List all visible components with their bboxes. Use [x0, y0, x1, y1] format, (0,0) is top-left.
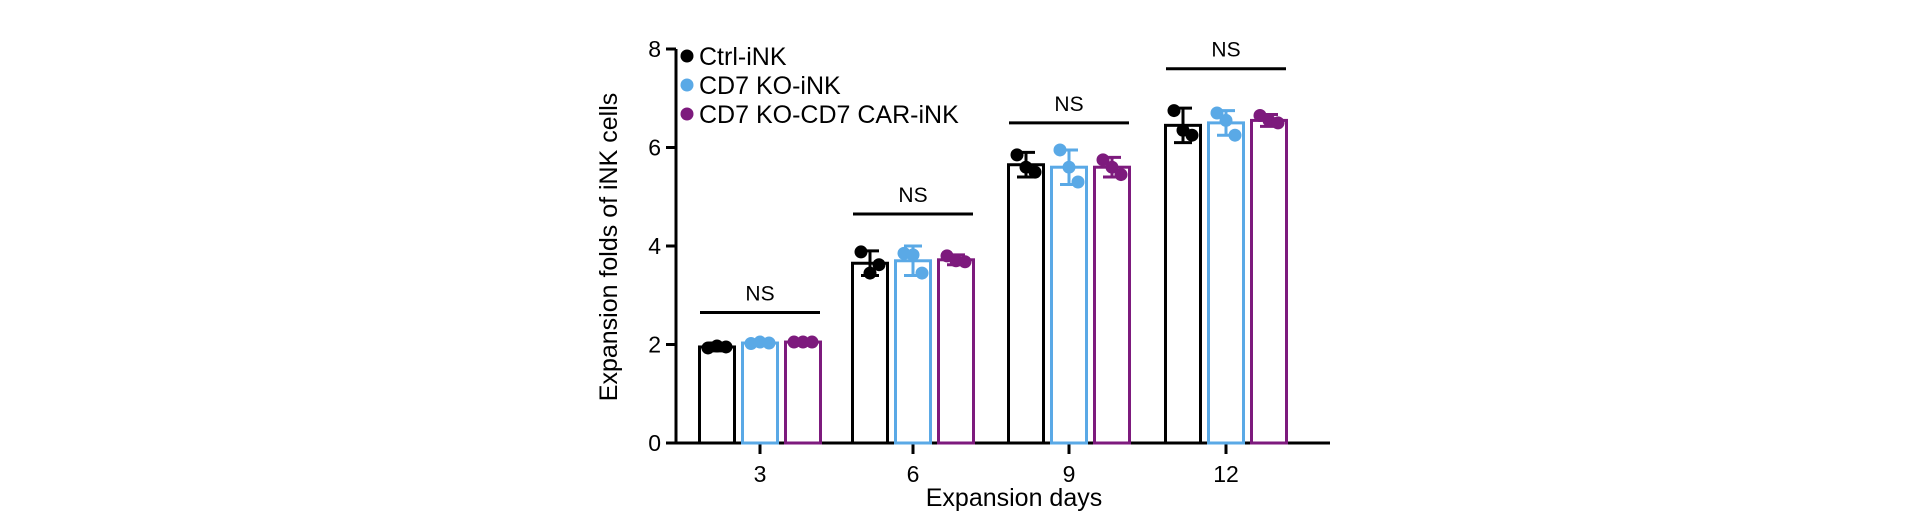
legend-marker	[680, 49, 694, 63]
y-tick-label: 6	[648, 135, 661, 161]
significance-label: NS	[1211, 39, 1240, 62]
data-point	[1210, 106, 1224, 120]
x-tick-label: 3	[754, 461, 767, 487]
data-point	[863, 266, 877, 280]
data-point	[872, 258, 886, 272]
bar	[894, 259, 932, 445]
data-point	[762, 336, 776, 350]
data-point	[915, 266, 929, 280]
bar	[1093, 165, 1131, 445]
bar	[698, 345, 736, 445]
legend-label: CD7 KO-CD7 CAR-iNK	[699, 101, 959, 129]
data-point	[787, 335, 801, 349]
data-point	[854, 245, 868, 259]
bar	[1207, 121, 1245, 445]
data-point	[1271, 116, 1285, 130]
y-tick-label: 2	[648, 332, 661, 358]
data-point	[1010, 148, 1024, 162]
data-point	[1185, 128, 1199, 142]
bar	[851, 261, 889, 445]
data-point	[719, 340, 733, 354]
axes: 0 2 4 6 8 3 6 9 12	[648, 36, 1330, 487]
data-point	[796, 335, 810, 349]
bar	[1164, 123, 1202, 445]
x-tick-label: 12	[1213, 461, 1239, 487]
data-point	[1219, 113, 1233, 127]
x-tick-label: 6	[907, 461, 920, 487]
legend-label: CD7 KO-iNK	[699, 72, 841, 100]
x-tick-label: 9	[1063, 461, 1076, 487]
bar	[1050, 165, 1088, 445]
data-point	[1028, 165, 1042, 179]
data-point	[1062, 160, 1076, 174]
y-tick-label: 0	[648, 430, 661, 456]
bar	[1007, 163, 1045, 445]
data-point	[1071, 175, 1085, 189]
data-point	[805, 335, 819, 349]
bar	[1250, 118, 1288, 445]
data-point	[1053, 143, 1067, 157]
data-point	[1105, 160, 1119, 174]
bar	[741, 341, 779, 445]
significance-label: NS	[1054, 93, 1083, 116]
legend-marker	[680, 107, 694, 121]
legend-marker	[680, 78, 694, 92]
bar	[784, 340, 822, 445]
legend-label: Ctrl-iNK	[699, 43, 787, 71]
y-tick-label: 8	[648, 36, 661, 62]
significance-label: NS	[745, 282, 774, 305]
bar	[937, 258, 975, 445]
significance-label: NS	[898, 184, 927, 207]
x-axis-label: Expansion days	[926, 484, 1103, 512]
y-axis-label: Expansion folds of iNK cells	[595, 93, 623, 401]
y-tick-label: 4	[648, 233, 661, 259]
data-point	[1114, 168, 1128, 182]
significance-annotations: NS NS NS NS	[700, 39, 1286, 314]
bars	[698, 104, 1288, 445]
data-point	[1228, 128, 1242, 142]
data-point	[1096, 153, 1110, 167]
data-point	[906, 248, 920, 262]
data-point	[1167, 104, 1181, 118]
data-point	[958, 255, 972, 269]
